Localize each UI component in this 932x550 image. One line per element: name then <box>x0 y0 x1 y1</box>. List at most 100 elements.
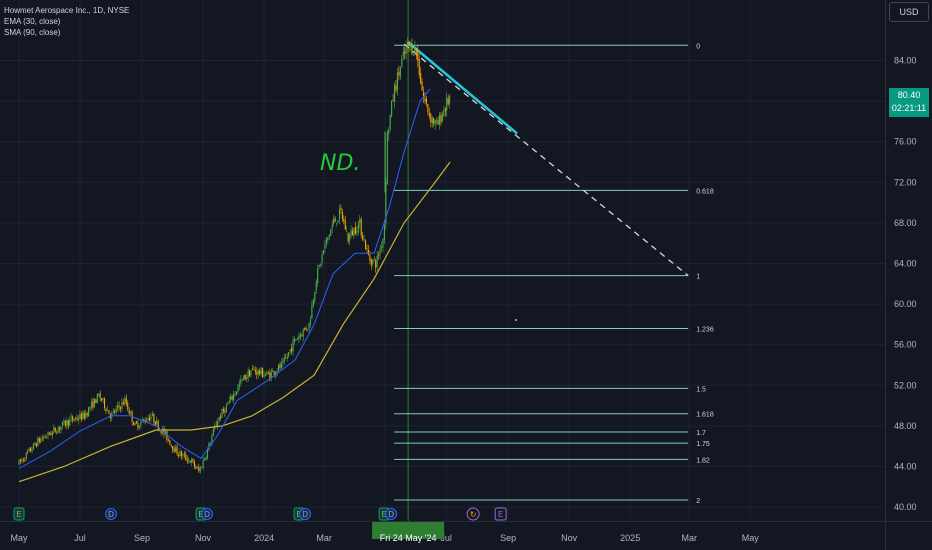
candle-body <box>188 460 190 461</box>
candle-body <box>346 231 348 232</box>
fib-level-label: 1.5 <box>696 386 706 393</box>
candle-body <box>32 443 35 450</box>
candle-body <box>24 459 26 461</box>
earnings-event-icon <box>13 507 25 521</box>
candle-body <box>234 393 236 395</box>
last-price-tag: 80.40 02:21:11 <box>889 88 929 117</box>
candle-body <box>307 329 309 331</box>
candle-body <box>64 420 66 426</box>
candle-body <box>241 378 243 380</box>
candle-body <box>76 417 78 420</box>
candle-body <box>276 371 278 374</box>
fib-level-label: 2 <box>696 498 700 505</box>
candle-body <box>66 420 68 427</box>
candle-body <box>227 403 229 405</box>
candle-body <box>89 407 91 409</box>
candle-body <box>172 446 174 450</box>
candle-body <box>31 449 33 452</box>
time-tick-label: Nov <box>195 533 212 543</box>
candle-body <box>50 433 52 436</box>
candle-body <box>40 439 42 443</box>
candle-body <box>238 383 240 387</box>
candle-body <box>314 292 316 301</box>
candle-body <box>443 110 445 116</box>
candle-body <box>407 41 409 47</box>
candle-body <box>25 452 27 460</box>
candle-body <box>250 371 252 376</box>
candle-body <box>182 454 184 456</box>
candle-body <box>175 447 177 453</box>
candle-body <box>340 207 342 211</box>
candle-body <box>202 460 204 468</box>
candle-body <box>228 400 230 403</box>
candle-body <box>22 459 24 461</box>
candle-body <box>253 369 255 371</box>
candle-body <box>166 430 168 440</box>
candle-body <box>59 427 61 430</box>
candle-body <box>41 438 43 440</box>
candle-body <box>180 451 182 457</box>
candle-body <box>336 223 338 224</box>
dividend-event-icon <box>105 508 118 520</box>
candle-body <box>209 443 211 445</box>
candle-body <box>382 238 384 248</box>
dividend-event-icon <box>299 508 312 520</box>
candle-body <box>144 420 146 422</box>
candle-body <box>151 414 153 416</box>
candle-body <box>412 54 414 56</box>
candle-body <box>280 362 283 368</box>
candle-body <box>327 237 329 241</box>
candle-body <box>299 334 301 338</box>
candle-body <box>105 408 107 411</box>
price-tick-label: 44.00 <box>894 462 917 472</box>
candle-body <box>44 436 46 438</box>
candle-body <box>418 58 420 75</box>
candle-body <box>104 398 106 409</box>
candle-body <box>137 423 139 429</box>
candle-body <box>147 418 149 421</box>
price-tick-label: 76.00 <box>894 137 917 147</box>
fib-level-label: 1.7 <box>696 430 706 437</box>
candle-body <box>318 265 320 267</box>
candle-body <box>221 409 223 418</box>
candle-body <box>399 66 401 78</box>
candle-body <box>376 256 378 268</box>
ema-30-line <box>18 88 431 469</box>
chart-legend: Howmet Aerospace Inc., 1D, NYSE EMA (30,… <box>4 5 129 38</box>
currency-button[interactable]: USD <box>889 2 929 22</box>
crosshair-date-bg <box>372 522 445 539</box>
candle-body <box>122 402 124 405</box>
candle-body <box>269 372 271 379</box>
fib-level-label: 1.236 <box>696 326 714 333</box>
candle-body <box>378 255 380 257</box>
earnings-event-icon <box>494 507 507 521</box>
candle-body <box>196 467 198 469</box>
candle-body <box>428 112 430 116</box>
candle-body <box>328 234 330 238</box>
candle-body <box>366 248 368 249</box>
candle-body <box>217 421 219 427</box>
candle-body <box>320 264 322 266</box>
candle-body <box>347 232 349 242</box>
candle-body <box>396 72 399 91</box>
candle-body <box>154 421 156 426</box>
time-tick-label: Sep <box>134 533 150 543</box>
time-tick-label: Nov <box>561 533 578 543</box>
candle-body <box>404 51 406 54</box>
candle-body <box>343 218 345 222</box>
time-tick-label: 2025 <box>620 533 640 543</box>
candle-body <box>266 371 268 375</box>
candle-body <box>56 432 58 434</box>
candle-body <box>51 431 53 436</box>
price-tick-label: 64.00 <box>894 259 917 269</box>
fib-level-label: 1 <box>696 274 700 281</box>
ema-indicator-label[interactable]: EMA (30, close) <box>4 17 61 26</box>
time-tick-label: May <box>742 533 760 543</box>
candle-body <box>341 211 343 219</box>
candle-body <box>430 114 432 123</box>
candle-body <box>93 398 95 408</box>
sma-indicator-label[interactable]: SMA (90, close) <box>4 28 61 37</box>
candle-body <box>293 338 296 342</box>
stray-point <box>515 319 517 321</box>
